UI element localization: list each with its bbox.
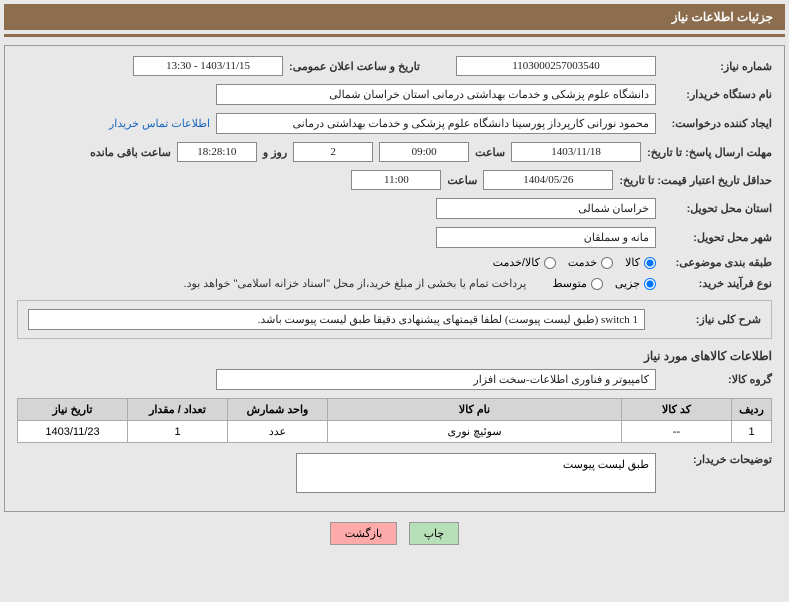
deadline-time-label: ساعت [475,146,505,159]
need-number-field: 1103000257003540 [456,56,656,76]
process-label: نوع فرآیند خرید: [662,277,772,290]
th-3: واحد شمارش [228,399,328,421]
th-5: تاریخ نیاز [18,399,128,421]
goods-section-title: اطلاعات کالاهای مورد نیاز [17,349,772,363]
validity-time-label: ساعت [447,174,477,187]
deadline-time-field: 09:00 [379,142,469,162]
validity-date-field: 1404/05/26 [483,170,613,190]
main-panel: شماره نیاز: 1103000257003540 تاریخ و ساع… [4,45,785,512]
city-field: مانه و سملقان [436,227,656,248]
deadline-remain-field: 18:28:10 [177,142,257,162]
deadline-remain-label: ساعت باقی مانده [90,146,171,159]
process-radio-1[interactable] [591,278,603,290]
city-label: شهر محل تحویل: [662,231,772,244]
category-radio-0[interactable] [644,257,656,269]
process-option-1[interactable]: متوسط [552,277,603,290]
buyer-notes-field: طبق لیست پیوست [296,453,656,493]
buyer-org-label: نام دستگاه خریدار: [662,88,772,101]
buyer-notes-label: توضیحات خریدار: [662,453,772,466]
province-label: استان محل تحویل: [662,202,772,215]
category-radio-group: کالا خدمت کالا/خدمت [493,256,656,269]
button-row: چاپ بازگشت [0,522,789,545]
category-radio-1[interactable] [601,257,613,269]
goods-table: ردیف کد کالا نام کالا واحد شمارش تعداد /… [17,398,772,443]
desc-field: switch 1 (طبق لیست پیوست) لطفا قیمتهای پ… [28,309,645,330]
process-option-0[interactable]: جزیی [615,277,656,290]
deadline-days-label: روز و [263,146,287,159]
category-label: طبقه بندی موضوعی: [662,256,772,269]
validity-time-field: 11:00 [351,170,441,190]
desc-label: شرح کلی نیاز: [651,313,761,326]
goods-group-field: کامپیوتر و فناوری اطلاعات-سخت افزار [216,369,656,390]
process-radio-0[interactable] [644,278,656,290]
process-radio-group: جزیی متوسط [552,277,656,290]
th-0: ردیف [732,399,772,421]
page-title: جزئیات اطلاعات نیاز [672,10,773,24]
deadline-days-field: 2 [293,142,373,162]
deadline-label: مهلت ارسال پاسخ: تا تاریخ: [647,146,772,159]
th-4: تعداد / مقدار [128,399,228,421]
page-header: جزئیات اطلاعات نیاز [4,4,785,30]
announce-field: 1403/11/15 - 13:30 [133,56,283,76]
buyer-org-field: دانشگاه علوم پزشکی و خدمات بهداشتی درمان… [216,84,656,105]
requester-field: محمود نورانی کارپرداز پورسینا دانشگاه عل… [216,113,656,134]
category-option-2[interactable]: کالا/خدمت [493,256,556,269]
announce-label: تاریخ و ساعت اعلان عمومی: [289,60,420,73]
province-field: خراسان شمالی [436,198,656,219]
validity-label: حداقل تاریخ اعتبار قیمت: تا تاریخ: [619,174,772,187]
back-button[interactable]: بازگشت [330,522,398,545]
deadline-date-field: 1403/11/18 [511,142,641,162]
process-note: پرداخت تمام یا بخشی از مبلغ خرید،از محل … [184,277,527,290]
header-divider [4,34,785,37]
th-2: نام کالا [328,399,622,421]
category-option-1[interactable]: خدمت [568,256,613,269]
requester-label: ایجاد کننده درخواست: [662,117,772,130]
th-1: کد کالا [622,399,732,421]
buyer-contact-link[interactable]: اطلاعات تماس خریدار [109,117,210,130]
table-row: 1 -- سوئیچ نوری عدد 1 1403/11/23 [18,421,772,443]
print-button[interactable]: چاپ [409,522,460,545]
category-radio-2[interactable] [544,257,556,269]
need-number-label: شماره نیاز: [662,60,772,73]
category-option-0[interactable]: کالا [625,256,656,269]
goods-group-label: گروه کالا: [662,373,772,386]
